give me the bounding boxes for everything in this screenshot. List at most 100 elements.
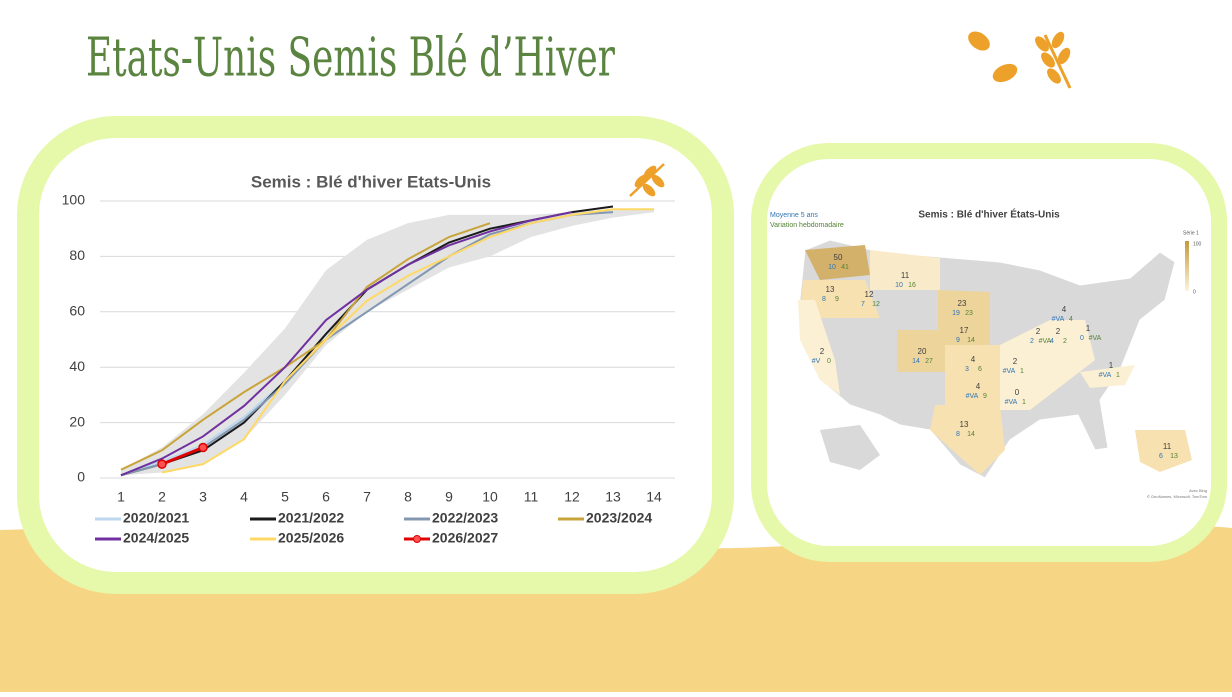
series-line (120, 211, 573, 477)
state-value: 1 (1109, 361, 1114, 370)
region (897, 330, 945, 372)
chart-panel (17, 116, 734, 594)
x-tick-label: 6 (322, 489, 330, 505)
x-tick-label: 7 (363, 489, 371, 505)
x-tick-label: 12 (564, 489, 580, 505)
state-average: 7 (861, 301, 865, 308)
legend-label: 2023/2024 (586, 510, 652, 526)
map-note: Variation hebdomadaire (770, 222, 844, 229)
state-average: #VA (1099, 372, 1112, 379)
region (805, 245, 870, 280)
state-average: #VA (1003, 368, 1016, 375)
x-tick-label: 13 (605, 489, 621, 505)
state-average: #V (812, 358, 821, 365)
chart-title: Semis : Blé d'hiver Etats-Unis (251, 172, 491, 191)
x-tick-label: 14 (646, 489, 662, 505)
state-variation: 9 (983, 393, 987, 400)
state-value: 11 (1163, 442, 1172, 451)
map-note: Moyenne 5 ans (770, 212, 818, 219)
region (1080, 365, 1135, 388)
state-average: #VA (966, 393, 979, 400)
x-tick-label: 10 (482, 489, 498, 505)
state-value: 0 (1015, 388, 1020, 397)
state-value: 12 (865, 290, 874, 299)
state-variation: 14 (967, 337, 975, 344)
state-variation: #VA (1089, 335, 1102, 342)
state-variation: 9 (835, 296, 839, 303)
map-legend-max: 100 (1193, 241, 1202, 247)
region (930, 405, 1005, 475)
state-variation: 27 (925, 358, 933, 365)
y-tick-label: 20 (69, 413, 85, 429)
x-tick-label: 8 (404, 489, 412, 505)
state-average: 3 (965, 366, 969, 373)
x-tick-label: 5 (281, 489, 289, 505)
attribution: Avec Bing (1189, 488, 1207, 493)
state-variation: 14 (967, 431, 975, 438)
state-variation: 16 (908, 282, 916, 289)
point-marker (157, 459, 167, 469)
series-line (161, 208, 654, 474)
state-average: 10 (895, 282, 903, 289)
point-marker (198, 442, 208, 453)
region (938, 290, 990, 345)
state-value: 2 (1036, 327, 1041, 336)
legend-label: 2021/2022 (278, 510, 344, 526)
legend-label: 2022/2023 (432, 510, 498, 526)
state-average: 4 (1050, 338, 1054, 345)
legend-label: 2024/2025 (123, 530, 189, 546)
state-value: 11 (901, 271, 910, 280)
state-value: 4 (976, 382, 981, 391)
chart-wheat-icon (629, 163, 665, 197)
state-average: 0 (1080, 335, 1084, 342)
x-tick-label: 9 (445, 489, 453, 505)
state-variation: 41 (841, 264, 849, 271)
map-legend-min: 0 (1193, 289, 1196, 295)
state-variation: 13 (1170, 453, 1178, 460)
region (945, 345, 1000, 405)
state-variation: 0 (827, 358, 831, 365)
y-tick-label: 100 (62, 192, 86, 208)
wheat-icon (968, 31, 1072, 89)
state-variation: #VA (1039, 338, 1052, 345)
state-value: 50 (834, 253, 843, 262)
state-average: #VA (1052, 316, 1065, 323)
state-variation: 1 (1022, 399, 1026, 406)
region (1000, 320, 1095, 410)
attribution: © GeoNames, Microsoft, TomTom (1147, 494, 1208, 499)
state-value: 4 (971, 355, 976, 364)
map-legend-name: Série 1 (1183, 230, 1199, 236)
map-legend-scale (1185, 241, 1189, 291)
state-average: 8 (956, 431, 960, 438)
x-tick-label: 4 (240, 489, 248, 505)
state-value: 17 (960, 326, 969, 335)
state-variation: 1 (1116, 372, 1120, 379)
state-value: 20 (918, 347, 927, 356)
region (870, 250, 940, 290)
state-value: 1 (1086, 324, 1091, 333)
x-tick-label: 1 (117, 489, 125, 505)
state-value: 4 (1062, 305, 1067, 314)
state-value: 2 (1056, 327, 1061, 336)
state-variation: 4 (1069, 316, 1073, 323)
state-variation: 23 (965, 310, 973, 317)
state-value: 2 (1013, 357, 1018, 366)
legend-label: 2025/2026 (278, 530, 344, 546)
region (798, 300, 840, 395)
region (1135, 430, 1192, 472)
state-average: 14 (912, 358, 920, 365)
state-average: #VA (1005, 399, 1018, 406)
state-average: 10 (828, 264, 836, 271)
state-variation: 12 (872, 301, 880, 308)
y-tick-label: 40 (69, 358, 85, 374)
page-title: Etats-Unis Semis Blé d’Hiver (86, 26, 615, 88)
x-tick-label: 3 (199, 489, 207, 505)
x-tick-label: 11 (524, 489, 539, 505)
state-average: 6 (1159, 453, 1163, 460)
state-value: 23 (958, 299, 967, 308)
state-value: 2 (820, 347, 825, 356)
series-line (161, 446, 204, 466)
alaska (820, 425, 880, 470)
state-value: 13 (960, 420, 969, 429)
legend-label: 2026/2027 (432, 530, 498, 546)
